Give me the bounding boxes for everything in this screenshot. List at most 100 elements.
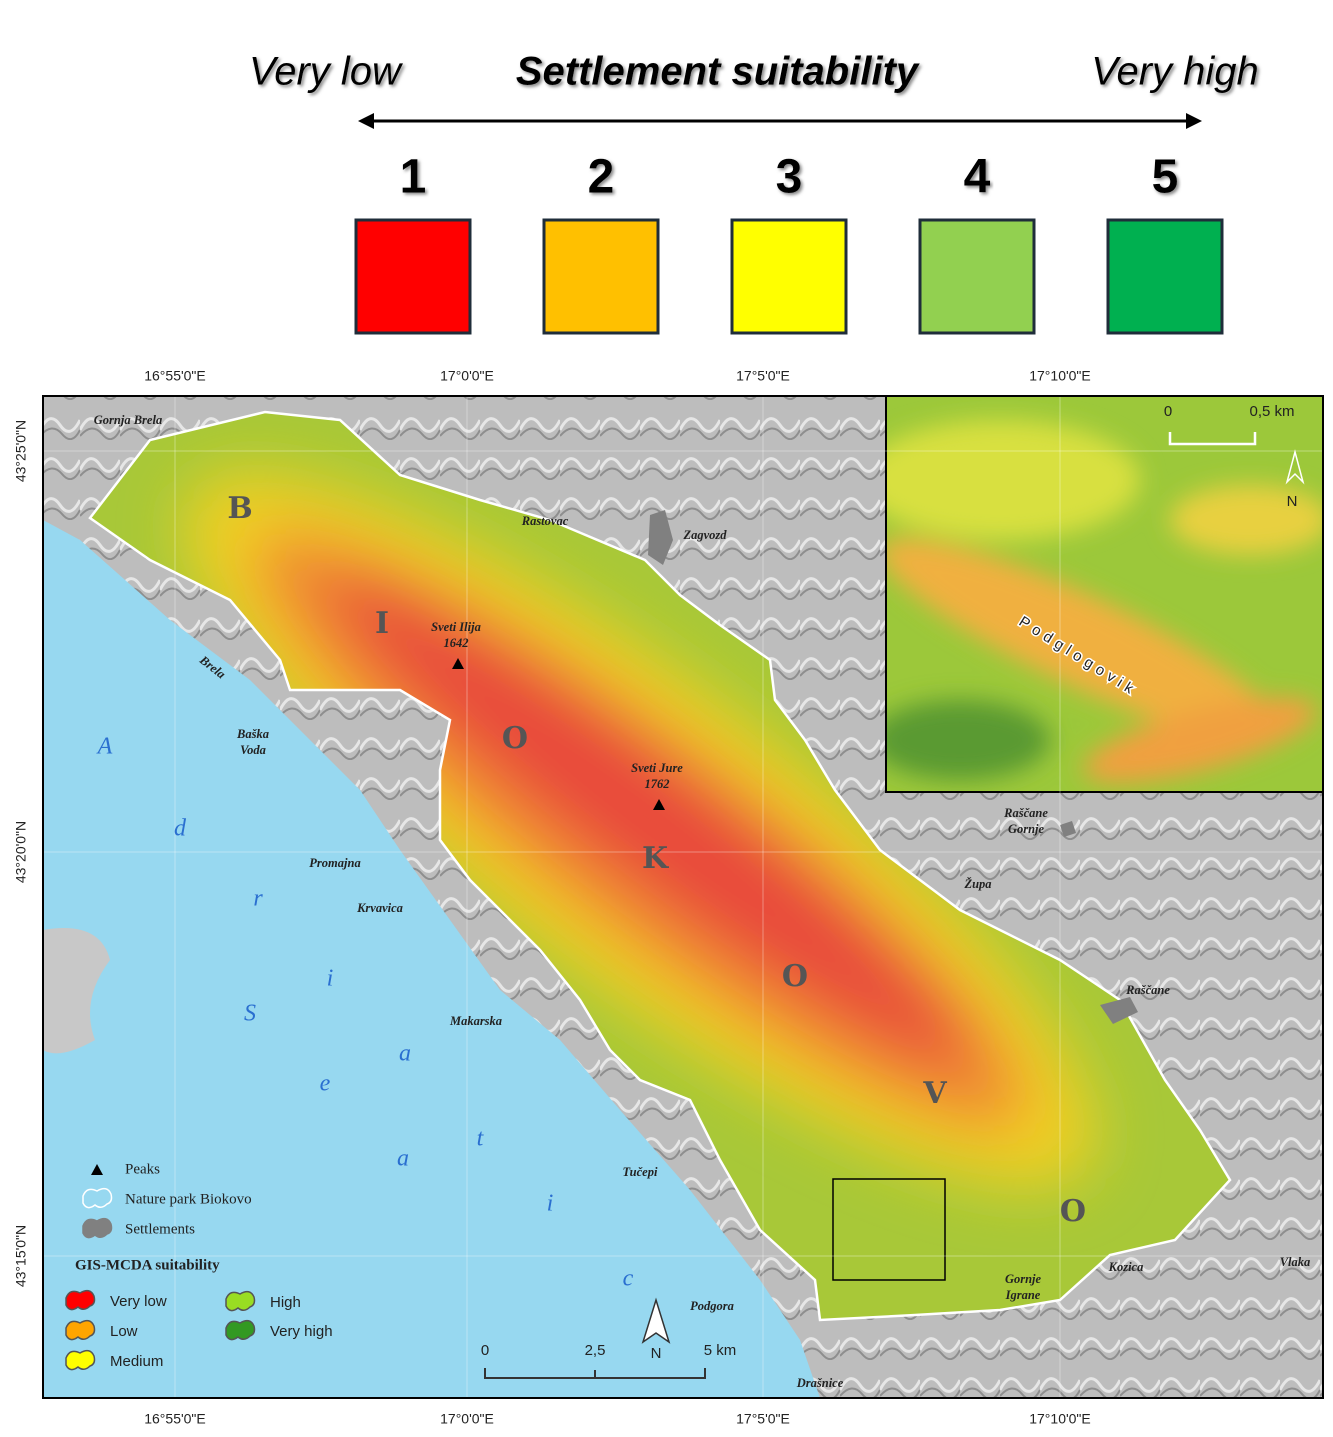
legend-class-label: Very low	[110, 1293, 167, 1310]
legend-icon	[65, 1349, 96, 1371]
legend-title: GIS-MCDA suitability	[75, 1257, 220, 1273]
mountain-letter: K	[642, 841, 669, 876]
peak-marker	[452, 658, 464, 669]
place-label: Promajna	[309, 856, 360, 870]
place-line: Krvavica	[356, 901, 403, 915]
bottom-tick-label: 16°55'0"E	[144, 1411, 206, 1427]
top-tick-label: 17°0'0"E	[440, 368, 494, 384]
place-label: Kozica	[1108, 1260, 1144, 1274]
inset-scale-bar	[1168, 432, 1257, 446]
place-line: Gornja Brela	[94, 413, 162, 427]
scale-label: 5 km	[704, 1342, 737, 1359]
class-number: 3	[776, 151, 803, 204]
legend-icon	[65, 1319, 96, 1341]
peak-elevation: 1642	[444, 636, 469, 650]
bottom-tick-label: 17°5'0"E	[736, 1411, 790, 1427]
place-line: Zagvozd	[682, 528, 727, 542]
mountain-letter: V	[922, 1076, 947, 1111]
legend-icon	[225, 1290, 256, 1312]
mountain-letter: O	[782, 959, 808, 994]
place-line: Raščane	[1003, 806, 1048, 820]
left-tick-label: 43°20'0"N	[13, 821, 29, 883]
inset-scale-label: 0,5 km	[1249, 403, 1294, 420]
place-line: Promajna	[309, 856, 360, 870]
top-tick-label: 17°5'0"E	[736, 368, 790, 384]
sea-letter: a	[397, 1146, 409, 1172]
place-label: Gornja Brela	[94, 413, 162, 427]
map-frame	[42, 395, 1324, 1399]
mountain-letter: O	[1060, 1194, 1086, 1229]
inset-north-arrow	[1285, 449, 1305, 485]
place-label: Drašnice	[796, 1376, 844, 1390]
class-swatch	[542, 218, 660, 335]
legend-icon	[82, 1217, 113, 1239]
legend-icon	[82, 1187, 113, 1209]
place-line: Gornje	[1005, 1272, 1042, 1286]
island	[43, 928, 110, 1054]
scale-label: 2,5	[585, 1342, 606, 1359]
legend-icon	[225, 1319, 256, 1341]
class-number: 2	[588, 151, 615, 204]
scale-bar	[484, 1368, 706, 1379]
legend-peak	[91, 1164, 103, 1175]
place-line: Kozica	[1108, 1260, 1144, 1274]
place-line: Vlaka	[1280, 1255, 1311, 1269]
scale-title: Settlement suitability	[516, 50, 920, 94]
place-line: Župa	[963, 877, 991, 891]
legend-class-label: Low	[110, 1323, 138, 1340]
sea-letter: r	[253, 886, 263, 912]
place-label: Zagvozd	[682, 528, 727, 542]
place-label: Gornje Igrane	[1005, 1272, 1042, 1302]
place-line: Tučepi	[623, 1165, 658, 1179]
sea-letter: c	[623, 1266, 634, 1292]
class-number: 1	[400, 151, 427, 204]
bottom-tick-label: 17°0'0"E	[440, 1411, 494, 1427]
mountain-letter: B	[227, 491, 252, 526]
place-line: Raščane	[1125, 983, 1170, 997]
settlements	[648, 510, 1138, 1024]
class-swatch	[918, 218, 1036, 335]
sea-letter: e	[320, 1071, 331, 1097]
place-label: Podgora	[690, 1299, 734, 1313]
place-label: Makarska	[449, 1014, 502, 1028]
place-line: Drašnice	[796, 1376, 844, 1390]
place-label: Tučepi	[623, 1165, 658, 1179]
place-label: Krvavica	[356, 901, 403, 915]
legend-symbol-label: Peaks	[125, 1161, 160, 1177]
scale-right-label: Very high	[1091, 50, 1259, 94]
peak-name: Sveti Ilija	[431, 620, 481, 634]
sea	[43, 520, 820, 1398]
inset-north-label: N	[1287, 493, 1298, 510]
legend-symbol-label: Settlements	[125, 1221, 195, 1237]
place-line: Makarska	[449, 1014, 502, 1028]
peak-marker	[653, 799, 665, 810]
left-tick-label: 43°15'0"N	[13, 1225, 29, 1287]
sea-letter: a	[399, 1041, 411, 1067]
class-swatch	[354, 218, 472, 335]
peak-elevation: 1762	[645, 777, 670, 791]
place-label: Vlaka	[1280, 1255, 1311, 1269]
place-label: Raščane Gornje	[1003, 806, 1048, 836]
sea-letter: t	[477, 1126, 485, 1152]
sea-letter: i	[547, 1191, 554, 1217]
bottom-tick-label: 17°10'0"E	[1029, 1411, 1091, 1427]
scale-left-label: Very low	[249, 50, 404, 94]
north-label: N	[651, 1345, 662, 1362]
scale-label: 0	[481, 1342, 489, 1359]
place-line: Rastovac	[521, 514, 569, 528]
place-line: Baška	[236, 727, 269, 741]
inset-scale-label: 0	[1164, 403, 1172, 420]
sea-letter: A	[96, 734, 113, 760]
class-swatch	[730, 218, 848, 335]
place-line: Voda	[240, 743, 266, 757]
legend-symbol-label: Nature park Biokovo	[125, 1191, 252, 1207]
sea-letter: i	[327, 966, 334, 992]
peak-name: Sveti Jure	[631, 761, 683, 775]
inset-frame	[885, 396, 1323, 793]
place-label: Baška Voda	[236, 727, 269, 757]
class-swatch	[1106, 218, 1224, 335]
legend-class-label: High	[270, 1294, 301, 1311]
place-line: Igrane	[1005, 1288, 1041, 1302]
place-label: Župa	[963, 877, 991, 891]
